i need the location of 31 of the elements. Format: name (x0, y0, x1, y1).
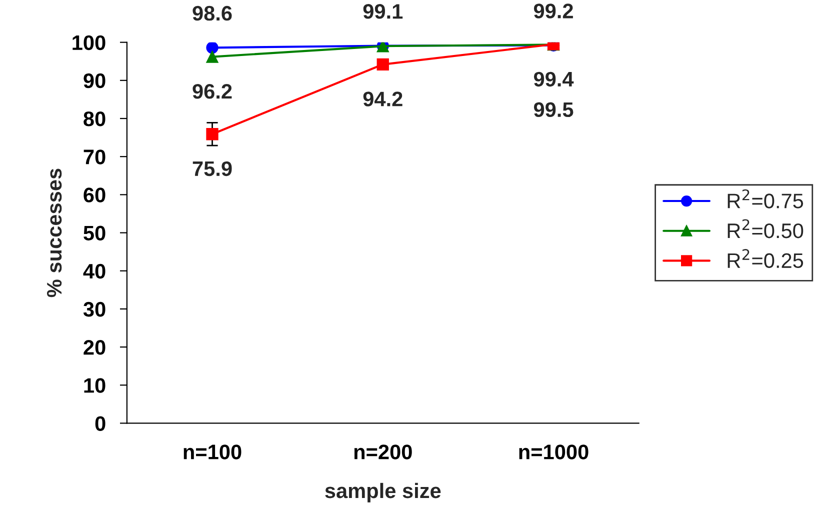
data-label: 98.6 (192, 6, 232, 21)
data-label: 96.2 (192, 84, 232, 99)
data-label: 94.2 (363, 92, 402, 106)
legend-label: R$^{2}$=0.25 (728, 249, 804, 268)
y-tick-label: 20 (84, 340, 106, 355)
y-axis-title: % successes (46, 168, 62, 298)
y-tick-label: 90 (84, 73, 106, 88)
y-tick-label: 70 (84, 150, 106, 164)
point (206, 50, 218, 63)
y-tick-label: 0 (95, 416, 106, 431)
y-tick-label: 80 (84, 111, 106, 126)
x-tick-label: n=200 (354, 444, 412, 460)
y-tick-label: 100 (72, 35, 106, 50)
x-tick-label: n=100 (184, 444, 242, 460)
y-tick-label: 30 (83, 302, 106, 317)
x-axis-title: sample size (325, 482, 441, 502)
y-tick-label: 50 (84, 226, 106, 241)
legend-label: R$^{2}$=0.50 (728, 219, 804, 238)
data-label: 99.2 (534, 4, 573, 18)
point (376, 58, 389, 70)
y-tick-label: 40 (83, 264, 106, 279)
data-label: 99.5 (534, 102, 574, 118)
x-tick-label: n=1000 (519, 444, 588, 460)
data-label: 99.4 (534, 72, 574, 87)
data-label: 75.9 (192, 161, 232, 176)
y-tick-label: 10 (84, 378, 106, 393)
legend-label: R$^{2}$=0.75 (728, 189, 804, 208)
data-label: 99.1 (363, 4, 403, 19)
point (206, 128, 218, 140)
y-tick-label: 60 (84, 188, 106, 202)
point (206, 42, 218, 54)
